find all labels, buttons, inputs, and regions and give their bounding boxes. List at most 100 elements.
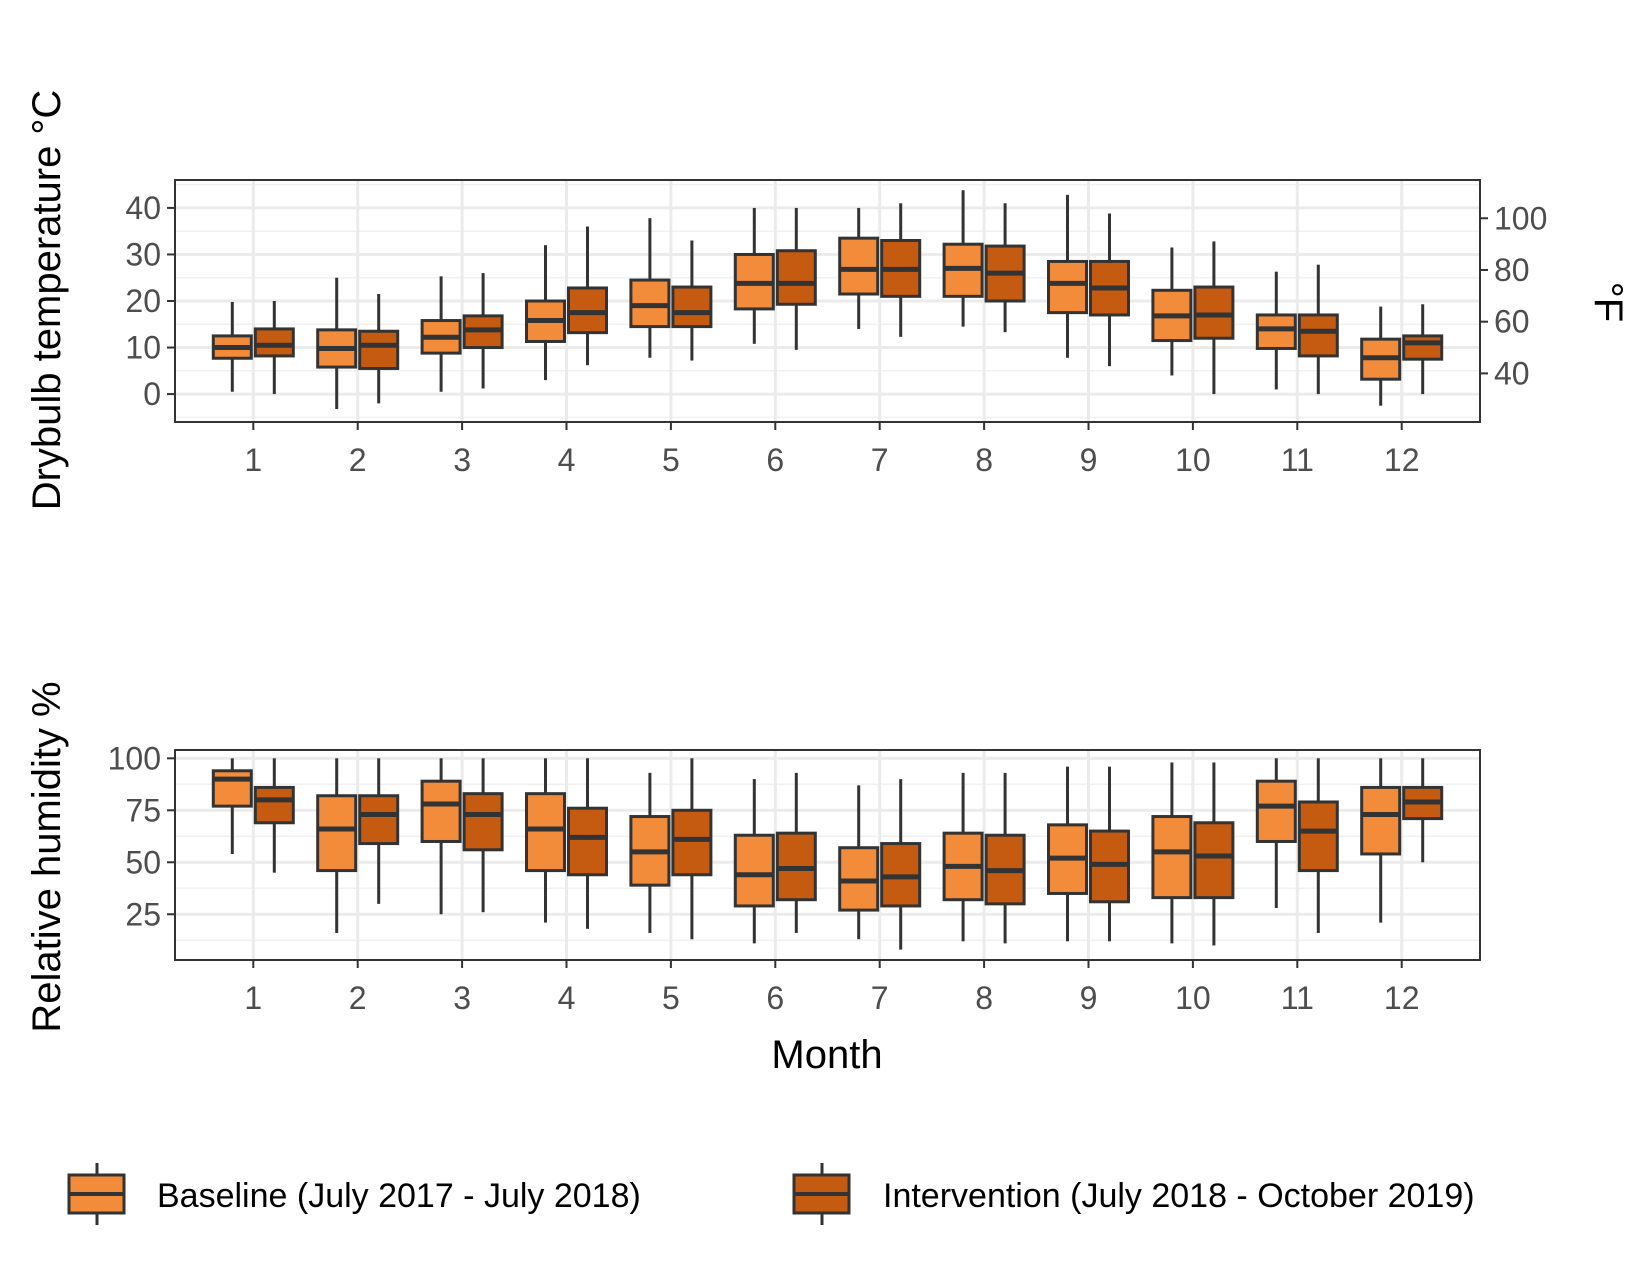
box-baseline-month-3: [420, 276, 462, 392]
legend-label-intervention: Intervention (July 2018 - October 2019): [883, 1177, 1475, 1215]
fahrenheit-y-axis-title: °F: [1586, 282, 1630, 322]
box-intervention-month-12: [1402, 304, 1444, 395]
box-intervention-month-12: [1402, 758, 1444, 863]
y2-tick-label: 40: [1494, 355, 1530, 391]
y2-tick-label: 80: [1494, 252, 1530, 288]
box-baseline-month-12: [1360, 306, 1402, 406]
x-tick-label: 2: [349, 442, 367, 478]
legend-key-intervention: [792, 1163, 851, 1225]
box-body: [253, 327, 295, 358]
x-tick-label: 4: [558, 980, 576, 1016]
x-tick-label: 10: [1175, 442, 1211, 478]
box-intervention-month-10: [1193, 762, 1235, 946]
box-baseline-month-8: [942, 190, 984, 327]
box-intervention-month-5: [671, 240, 713, 361]
y-tick-label: 30: [125, 236, 161, 272]
box-intervention-month-6: [775, 207, 817, 350]
humidity-y-axis-title: Relative humidity %: [25, 681, 69, 1032]
x-tick-label: 8: [975, 442, 993, 478]
x-axis-title: Month: [771, 1033, 882, 1077]
x-tick-label: 5: [662, 442, 680, 478]
temperature-y-axis-title: Drybulb temperature °C: [25, 90, 69, 511]
x-tick-label: 3: [453, 980, 471, 1016]
box-body: [1360, 785, 1402, 856]
box-baseline-month-2: [316, 277, 358, 409]
box-body: [567, 806, 608, 877]
x-tick-label: 10: [1175, 980, 1211, 1016]
box-baseline-month-12: [1360, 758, 1402, 923]
panel-border: [174, 749, 1481, 961]
box-body: [671, 808, 713, 877]
box-intervention-month-10: [1193, 241, 1235, 395]
box-baseline-month-7: [838, 207, 880, 329]
y-tick-label: 10: [125, 330, 161, 366]
box-intervention-month-7: [880, 779, 922, 950]
box-body: [1193, 821, 1235, 900]
box-body: [462, 792, 504, 852]
x-tick-label: 6: [766, 980, 784, 1016]
x-tick-label: 7: [871, 442, 889, 478]
box-baseline-month-9: [1047, 766, 1088, 942]
y2-tick-label: 60: [1494, 304, 1530, 340]
x-tick-label: 9: [1080, 442, 1098, 478]
box-intervention-month-2: [358, 294, 400, 404]
box-baseline-month-4: [525, 245, 566, 381]
x-tick-label: 4: [558, 442, 576, 478]
box-intervention-month-2: [358, 758, 400, 904]
box-baseline-month-10: [1151, 762, 1193, 944]
y2-tick-label: 100: [1494, 200, 1547, 236]
legend-label-baseline: Baseline (July 2017 - July 2018): [157, 1177, 641, 1215]
box-baseline-month-6: [733, 779, 775, 944]
x-tick-label: 11: [1281, 442, 1314, 478]
box-baseline-month-7: [838, 785, 880, 940]
y-tick-label: 100: [108, 740, 161, 776]
legend: Baseline (July 2017 - July 2018) Interve…: [67, 1163, 1475, 1225]
y-tick-label: 50: [125, 844, 161, 880]
box-intervention-month-3: [462, 758, 504, 913]
box-intervention-month-3: [462, 273, 504, 389]
box-body: [358, 794, 400, 846]
box-baseline-month-2: [316, 758, 358, 933]
x-tick-label: 2: [349, 980, 367, 1016]
box-body: [1297, 313, 1339, 358]
box-intervention-month-4: [567, 758, 608, 929]
box-intervention-month-8: [984, 203, 1026, 333]
box-intervention-month-6: [775, 772, 817, 933]
x-tick-label: 6: [766, 442, 784, 478]
box-baseline-month-6: [733, 207, 775, 344]
box-baseline-month-1: [211, 301, 253, 392]
box-intervention-month-11: [1297, 264, 1339, 395]
x-tick-label: 1: [244, 980, 262, 1016]
box-baseline-month-5: [629, 218, 671, 358]
x-tick-label: 12: [1384, 442, 1420, 478]
box-intervention-month-1: [253, 758, 295, 873]
box-baseline-month-3: [420, 758, 462, 915]
box-intervention-month-4: [567, 226, 608, 366]
box-baseline-month-8: [942, 772, 984, 942]
y-tick-label: 0: [143, 376, 161, 412]
y-tick-label: 25: [125, 896, 161, 932]
x-tick-label: 1: [244, 442, 262, 478]
box-body: [838, 236, 880, 296]
x-tick-label: 5: [662, 980, 680, 1016]
box-intervention-month-9: [1089, 213, 1130, 367]
box-intervention-month-5: [671, 758, 713, 940]
x-tick-label: 11: [1281, 980, 1314, 1016]
x-tick-label: 12: [1384, 980, 1420, 1016]
y-tick-label: 75: [125, 792, 161, 828]
x-tick-label: 8: [975, 980, 993, 1016]
box-body: [1402, 334, 1444, 361]
box-body: [775, 249, 817, 306]
box-baseline-month-11: [1255, 271, 1297, 390]
box-body: [525, 792, 566, 873]
box-body: [671, 285, 713, 329]
box-body: [1047, 259, 1088, 315]
box-body: [733, 833, 775, 908]
box-body: [211, 769, 253, 808]
y-tick-label: 20: [125, 283, 161, 319]
box-baseline-month-11: [1255, 758, 1297, 909]
box-intervention-month-1: [253, 301, 295, 395]
box-body: [358, 329, 400, 370]
